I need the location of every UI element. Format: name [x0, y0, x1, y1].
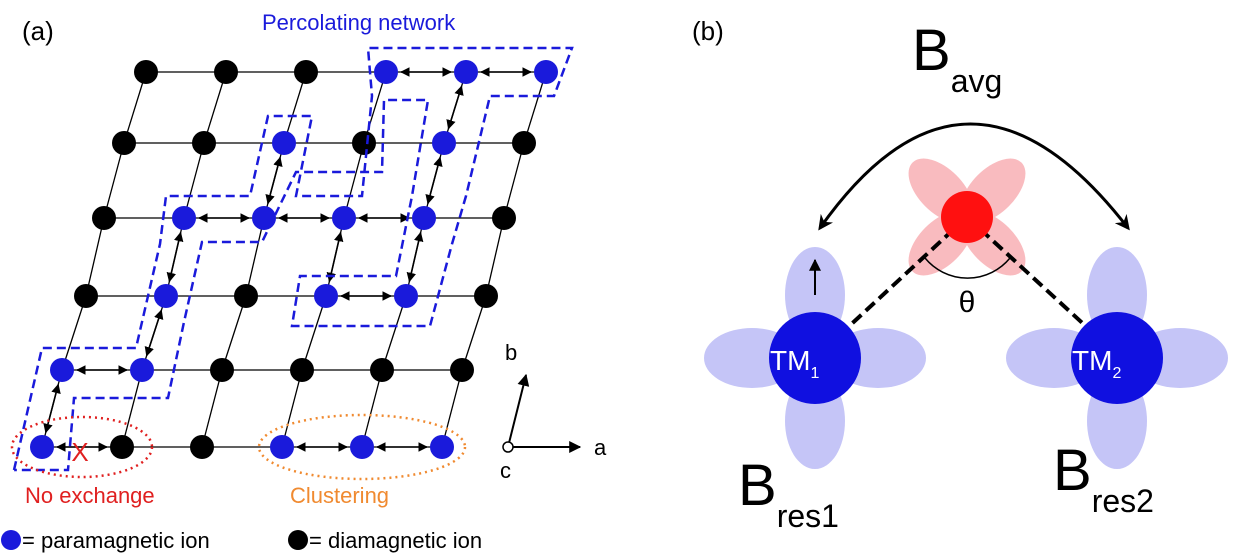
tm2-sub: 2 — [1112, 365, 1121, 382]
exchange-arrow — [329, 233, 340, 282]
paramagnetic-ion — [534, 60, 558, 84]
diamagnetic-ion — [492, 206, 516, 230]
b-res1-sub: res1 — [777, 498, 839, 534]
paramagnetic-ion — [270, 435, 294, 459]
axes-indicator — [503, 375, 580, 452]
diamagnetic-ion — [190, 435, 214, 459]
exchange-arrow — [268, 157, 280, 203]
paramagnetic-ion — [430, 435, 454, 459]
no-exchange-label: No exchange — [25, 483, 155, 508]
legend-diamagnetic: = diamagnetic ion — [309, 528, 482, 553]
clustering-label: Clustering — [290, 483, 389, 508]
axis-a: a — [594, 435, 607, 460]
diamagnetic-ion — [290, 358, 314, 382]
network-label: Percolating network — [262, 10, 456, 35]
b-avg-sub: avg — [951, 63, 1003, 99]
exchange-arrow — [169, 233, 180, 282]
panel-label: (a) — [22, 16, 54, 46]
diamagnetic-ion — [474, 284, 498, 308]
exchange-arrow — [409, 233, 420, 282]
paramagnetic-ion — [432, 131, 456, 155]
diamagnetic-ion — [294, 60, 318, 84]
panel-label: (b) — [692, 16, 724, 46]
legend-paramagnetic: = paramagnetic ion — [22, 528, 210, 553]
bond-line — [246, 218, 264, 296]
theta: θ — [959, 286, 976, 319]
legend-swatch — [1, 530, 21, 550]
b-avg-main: B — [912, 18, 951, 83]
b-res2-sub: res2 — [1092, 483, 1154, 519]
diamagnetic-ion — [234, 284, 258, 308]
paramagnetic-ion — [350, 435, 374, 459]
diamagnetic-ion — [74, 284, 98, 308]
diamagnetic-ion — [512, 131, 536, 155]
paramagnetic-ion — [50, 358, 74, 382]
figure: (a) Percolating network X No exchange Cl… — [0, 0, 1233, 554]
paramagnetic-ion — [394, 284, 418, 308]
tm2-main: TM — [1072, 345, 1112, 376]
bond-line — [86, 218, 104, 296]
ligand — [941, 191, 993, 243]
diamagnetic-ion — [92, 206, 116, 230]
paramagnetic-ion — [30, 435, 54, 459]
b-avg: Bavg — [912, 18, 1002, 99]
diamagnetic-ion — [110, 435, 134, 459]
tm1-main: TM — [770, 345, 810, 376]
axis-c: c — [500, 458, 511, 483]
paramagnetic-ion — [272, 131, 296, 155]
paramagnetic-ion — [314, 284, 338, 308]
diamagnetic-ion — [210, 358, 234, 382]
diamagnetic-ion — [192, 131, 216, 155]
tm1-sub: 1 — [810, 365, 819, 382]
paramagnetic-ion — [412, 206, 436, 230]
paramagnetic-ion — [172, 206, 196, 230]
paramagnetic-ion — [374, 60, 398, 84]
lattice — [30, 60, 558, 459]
paramagnetic-ion — [332, 206, 356, 230]
exchange-arrow — [428, 157, 440, 203]
exchange-arrow — [448, 86, 461, 128]
paramagnetic-ion — [130, 358, 154, 382]
b-res2-main: B — [1053, 438, 1092, 503]
diamagnetic-ion — [450, 358, 474, 382]
paramagnetic-ion — [454, 60, 478, 84]
diamagnetic-ion — [112, 131, 136, 155]
paramagnetic-ion — [154, 284, 178, 308]
exchange-arrow — [147, 310, 162, 355]
exchange-arrow — [46, 385, 58, 433]
diamagnetic-ion — [134, 60, 158, 84]
bond-line — [486, 218, 504, 296]
no-exchange-mark: X — [71, 437, 88, 467]
diamagnetic-ion — [370, 358, 394, 382]
diamagnetic-ion — [214, 60, 238, 84]
b-res1-main: B — [738, 453, 777, 518]
axis-b: b — [505, 340, 517, 365]
legend-swatch — [288, 530, 308, 550]
